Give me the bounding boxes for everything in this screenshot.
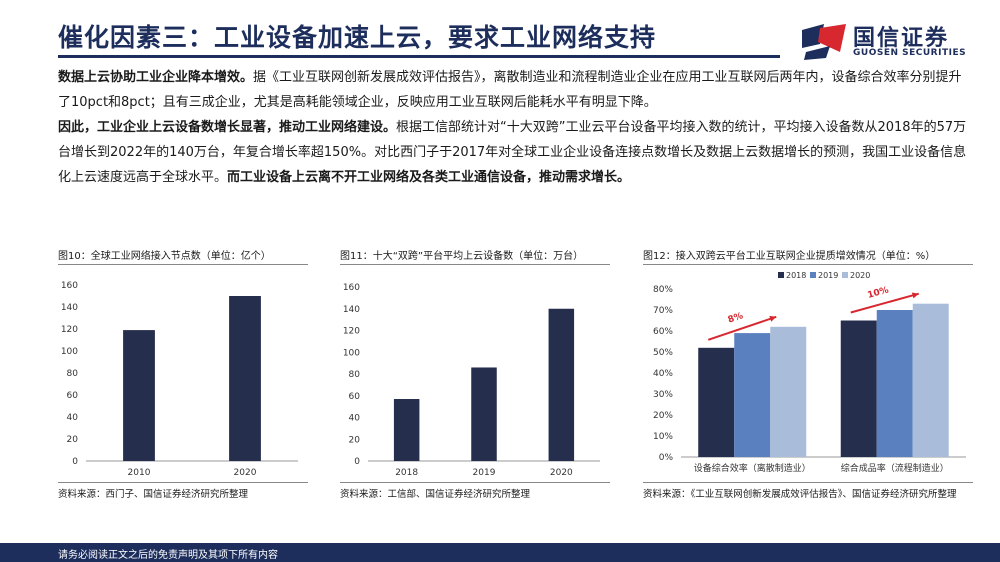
y-tick-label: 60% (653, 327, 673, 337)
annotation-label: 8% (727, 311, 745, 325)
legend-swatch (842, 272, 848, 278)
y-tick-label: 20 (67, 435, 79, 445)
bar (912, 303, 949, 457)
x-tick-label: 2010 (128, 468, 151, 478)
logo-mark-icon (802, 24, 846, 60)
y-tick-label: 140 (61, 303, 78, 313)
bar (229, 296, 261, 461)
legend-label: 2018 (786, 271, 806, 280)
header: 催化因素三：工业设备加速上云，要求工业网络支持 国信证券 GUOSEN SECU… (0, 0, 1000, 62)
bar (840, 320, 877, 457)
x-tick-label: 设备综合效率（离散制造业） (694, 462, 811, 474)
x-tick-label: 2019 (473, 468, 496, 478)
paragraph-2: 因此，工业企业上云设备数增长显著，推动工业网络建设。根据工信部统计对“十大双跨”… (58, 115, 973, 190)
chart-10-plot: 0 20 40 60 80 100 120 140 160 2010 2020 (61, 281, 298, 478)
y-tick-label: 10% (653, 432, 673, 442)
y-tick-label: 100 (61, 347, 78, 357)
legend-swatch (778, 272, 784, 278)
chart-12-plot: 0% 10% 20% 30% 40% 50% 60% 70% 80% 2018 2019 2020 设备… (653, 271, 966, 474)
y-tick-label: 40 (349, 414, 361, 424)
y-tick-label: 120 (61, 325, 78, 335)
y-tick-label: 20 (349, 435, 361, 445)
chart-title: 图10：全球工业网络接入节点数（单位：亿个） (58, 251, 271, 262)
bar (123, 330, 155, 461)
footer-disclaimer: 请务必阅读正文之后的免责声明及其项下所有内容 (58, 550, 278, 561)
bar (548, 308, 575, 461)
page-title: 催化因素三：工业设备加速上云，要求工业网络支持 (58, 23, 657, 52)
chart-source: 资料来源：《工业互联网创新发展成效评估报告》、国信证券经济研究所整理 (643, 489, 957, 500)
y-tick-label: 60 (349, 392, 361, 402)
chart-top-rule (340, 264, 610, 265)
legend-label: 2019 (818, 271, 838, 280)
annotation-arrowhead (769, 315, 777, 322)
chart-title: 图11：十大“双跨”平台平均上云设备数（单位：万台） (340, 251, 584, 262)
y-tick-label: 0% (659, 453, 674, 463)
y-tick-label: 80 (349, 370, 361, 380)
y-tick-label: 40% (653, 369, 673, 379)
logo-subtext: GUOSEN SECURITIES (853, 48, 967, 58)
chart-11-plot: 0 20 40 60 80 100 120 140 160 2018 2019 2020 (343, 283, 600, 478)
chart-12: 图12：接入双跨云平台工业互联网企业提质增效情况（单位：%） 0% 10% 20% 3… (643, 247, 973, 500)
y-tick-label: 50% (653, 348, 673, 358)
paragraph-1-text: 据《工业互联网创新发展成效评估报告》，离散制造业和流程制造业企业在应用工业互联网… (58, 70, 962, 110)
y-tick-label: 160 (61, 281, 78, 291)
y-tick-label: 0 (354, 457, 360, 467)
y-tick-label: 40 (67, 413, 79, 423)
legend-label: 2020 (850, 271, 870, 280)
y-tick-label: 160 (343, 283, 360, 293)
annotation-arrow (850, 292, 920, 314)
y-tick-label: 20% (653, 411, 673, 421)
annotation-arrow (707, 315, 777, 341)
x-tick-label: 2018 (395, 468, 418, 478)
y-tick-label: 0 (72, 457, 78, 467)
y-tick-label: 30% (653, 390, 673, 400)
chart-bottom-rule (340, 482, 610, 483)
bar (876, 310, 913, 457)
y-tick-label: 70% (653, 306, 673, 316)
paragraph-1-lead: 数据上云协助工业企业降本增效。 (58, 70, 254, 85)
x-tick-label: 综合成品率（流程制造业） (841, 462, 949, 474)
annotation-arrowhead (911, 292, 919, 299)
y-tick-label: 100 (343, 348, 360, 358)
footer: 请务必阅读正文之后的免责声明及其项下所有内容 (0, 543, 1000, 562)
paragraph-2-conclusion: 而工业设备上云离不开工业网络及各类工业通信设备，推动需求增长。 (227, 170, 631, 185)
bar (734, 333, 771, 457)
chart-10: 图10：全球工业网络接入节点数（单位：亿个） 0 20 40 60 80 100 120 14… (58, 247, 308, 500)
y-tick-label: 120 (343, 327, 360, 337)
x-tick-label: 2020 (234, 468, 257, 478)
chart-bottom-rule (58, 482, 308, 483)
body-text: 数据上云协助工业企业降本增效。据《工业互联网创新发展成效评估报告》，离散制造业和… (58, 65, 973, 190)
chart-top-rule (643, 264, 973, 265)
paragraph-2-lead: 因此，工业企业上云设备数增长显著，推动工业网络建设。 (58, 120, 397, 135)
y-tick-label: 80% (653, 285, 673, 295)
bar (393, 399, 420, 461)
chart-bottom-rule (643, 482, 973, 483)
title-divider (58, 55, 780, 58)
y-tick-label: 80 (67, 369, 79, 379)
chart-title: 图12：接入双跨云平台工业互联网企业提质增效情况（单位：%） (643, 251, 936, 262)
paragraph-2-text: 根据工信部统计对“十大双跨”工业云平台设备平均接入数的统计，平均接入设备数从20… (58, 120, 967, 185)
annotation-label: 10% (867, 285, 890, 300)
logo-text: 国信证券 (853, 26, 950, 51)
chart-top-rule (58, 264, 308, 265)
bar (698, 347, 735, 457)
logo: 国信证券 GUOSEN SECURITIES (800, 20, 970, 64)
paragraph-1: 数据上云协助工业企业降本增效。据《工业互联网创新发展成效评估报告》，离散制造业和… (58, 65, 973, 115)
y-tick-label: 60 (67, 391, 79, 401)
y-tick-label: 140 (343, 305, 360, 315)
chart-11: 图11：十大“双跨”平台平均上云设备数（单位：万台） 0 20 40 60 80 100 1… (340, 247, 610, 500)
legend-swatch (810, 272, 816, 278)
bar (770, 326, 807, 457)
bar (471, 367, 497, 461)
x-tick-label: 2020 (550, 468, 573, 478)
chart-source: 资料来源：工信部、国信证券经济研究所整理 (340, 489, 531, 500)
chart-source: 资料来源：西门子、国信证券经济研究所整理 (58, 489, 249, 500)
